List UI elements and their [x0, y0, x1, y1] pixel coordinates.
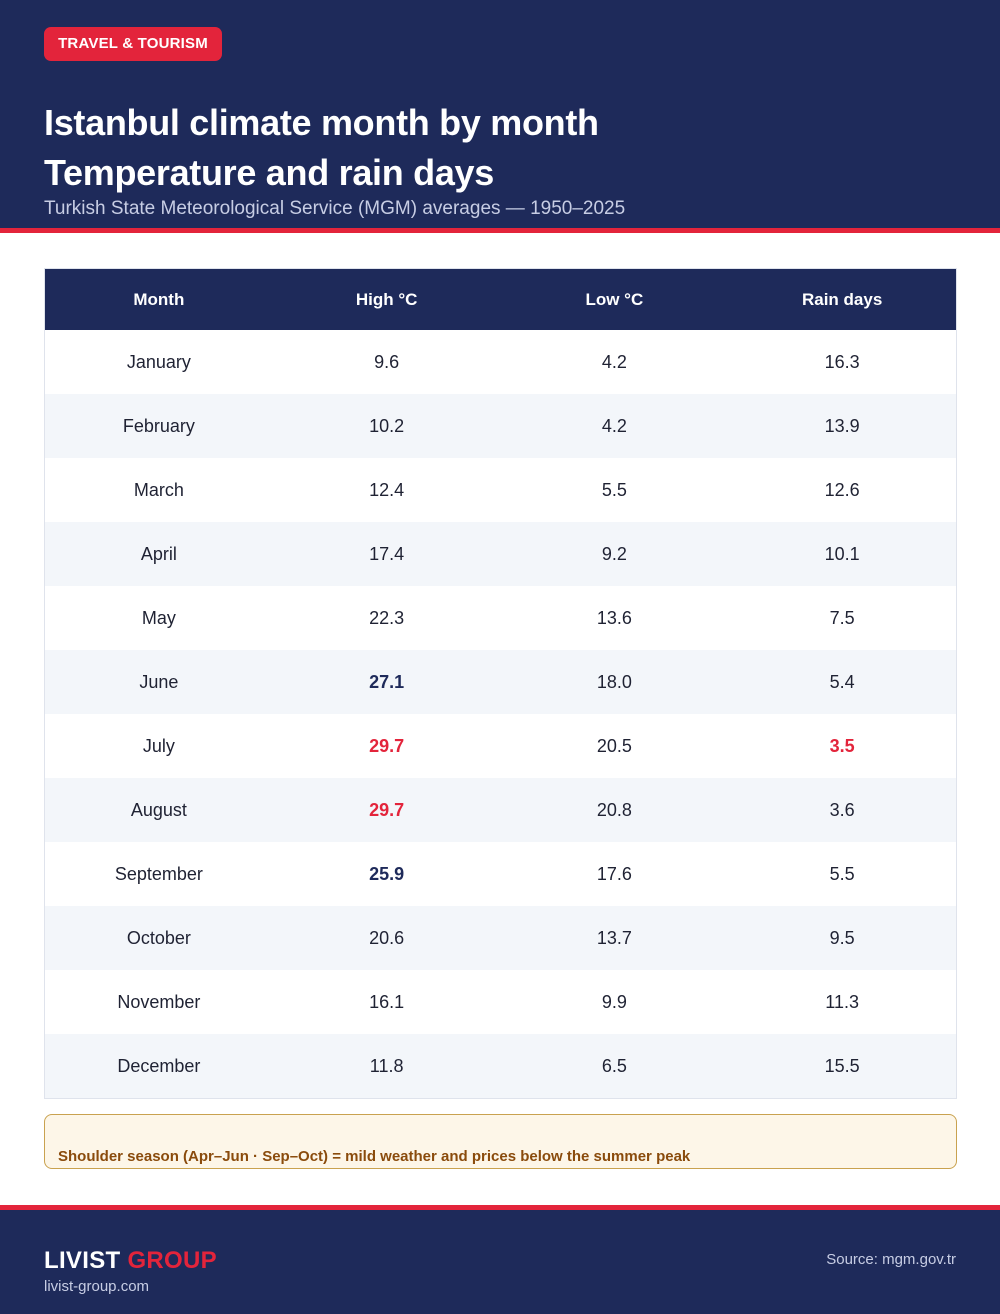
cell-rain-days: 10.1 [824, 543, 860, 564]
cell-rain-days: 12.6 [824, 479, 860, 500]
table-row: October 20.6 13.7 9.5 [45, 906, 956, 970]
column-header-month: Month [133, 289, 185, 309]
cell-month: September [114, 863, 203, 884]
cell-low: 20.5 [596, 735, 632, 756]
cell-low: 13.6 [596, 607, 632, 628]
footer-accent-rule [0, 1205, 1000, 1210]
cell-high: 9.6 [374, 351, 400, 372]
cell-low: 4.2 [601, 415, 627, 436]
cell-low: 4.2 [601, 351, 627, 372]
cell-rain-days: 3.6 [829, 799, 855, 820]
cell-low: 9.9 [601, 991, 627, 1012]
cell-high: 20.6 [369, 927, 405, 948]
cell-high-peak: 29.7 [369, 799, 405, 820]
table-header-row: Month High °C Low °C Rain days [45, 269, 956, 330]
table-body: January 9.6 4.2 16.3 February 10.2 4.2 1… [45, 330, 956, 1098]
column-header-low: Low °C [585, 289, 644, 309]
brand-logo: LIVIST GROUP [44, 1246, 217, 1276]
cell-month: June [139, 671, 179, 692]
table-row: August 29.7 20.8 3.6 [45, 778, 956, 842]
column-header-rain-days: Rain days [801, 289, 883, 309]
header-accent-rule [0, 228, 1000, 233]
cell-month: May [141, 607, 176, 628]
table-row: February 10.2 4.2 13.9 [45, 394, 956, 458]
cell-low: 13.7 [596, 927, 632, 948]
cell-month: November [117, 991, 201, 1012]
table-row: September 25.9 17.6 5.5 [45, 842, 956, 906]
brand-name-accent: GROUP [127, 1247, 217, 1274]
table-row: March 12.4 5.5 12.6 [45, 458, 956, 522]
cell-rain-days: 9.5 [829, 927, 855, 948]
page-title: Istanbul climate month by month Temperat… [44, 98, 944, 198]
cell-low: 17.6 [596, 863, 632, 884]
table-row: July 29.7 20.5 3.5 [45, 714, 956, 778]
cell-high-highlight: 27.1 [369, 671, 405, 692]
source-credit: Source: mgm.gov.tr [826, 1251, 956, 1268]
cell-high: 17.4 [369, 543, 405, 564]
cell-month: March [133, 479, 184, 500]
cell-high: 10.2 [369, 415, 405, 436]
table-row: December 11.8 6.5 15.5 [45, 1034, 956, 1098]
cell-rain-days: 15.5 [824, 1055, 860, 1076]
cell-rain-days: 16.3 [824, 351, 860, 372]
cell-low: 20.8 [596, 799, 632, 820]
cell-high-highlight: 25.9 [369, 863, 405, 884]
cell-low: 6.5 [601, 1055, 627, 1076]
category-tag: TRAVEL & TOURISM [44, 27, 222, 61]
cell-month: February [122, 415, 195, 436]
title-line-2: Temperature and rain days [44, 152, 494, 193]
cell-high: 11.8 [369, 1055, 404, 1076]
cell-high: 12.4 [369, 479, 405, 500]
cell-month: July [142, 735, 175, 756]
cell-rain-days: 5.5 [829, 863, 855, 884]
footer-banner [0, 1210, 1000, 1314]
cell-rain-days: 7.5 [829, 607, 855, 628]
title-line-1: Istanbul climate month by month [44, 102, 599, 143]
cell-high-peak: 29.7 [369, 735, 405, 756]
cell-rain-days-lowest: 3.5 [829, 735, 855, 756]
cell-month: December [117, 1055, 201, 1076]
cell-month: October [126, 927, 191, 948]
cell-high: 16.1 [369, 991, 405, 1012]
table-row: November 16.1 9.9 11.3 [45, 970, 956, 1034]
brand-name: LIVIST [44, 1247, 121, 1274]
cell-high: 22.3 [369, 607, 405, 628]
table-row: April 17.4 9.2 10.1 [45, 522, 956, 586]
brand-url: livist-group.com [44, 1278, 150, 1295]
cell-rain-days: 5.4 [829, 671, 855, 692]
shoulder-season-note: Shoulder season (Apr–Jun · Sep–Oct) = mi… [44, 1114, 957, 1169]
note-text: Shoulder season (Apr–Jun · Sep–Oct) = mi… [58, 1148, 691, 1165]
cell-low: 5.5 [601, 479, 627, 500]
cell-rain-days: 13.9 [824, 415, 860, 436]
table-row: May 22.3 13.6 7.5 [45, 586, 956, 650]
cell-low: 18.0 [596, 671, 632, 692]
cell-month: April [140, 543, 177, 564]
column-header-high: High °C [355, 289, 418, 309]
table-row: June 27.1 18.0 5.4 [45, 650, 956, 714]
cell-low: 9.2 [601, 543, 627, 564]
cell-month: August [130, 799, 187, 820]
climate-table: Month High °C Low °C Rain days January 9… [44, 268, 957, 1099]
cell-rain-days: 11.3 [825, 991, 859, 1012]
page-subtitle: Turkish State Meteorological Service (MG… [44, 198, 626, 219]
cell-month: January [126, 351, 191, 372]
table-row: January 9.6 4.2 16.3 [45, 330, 956, 394]
